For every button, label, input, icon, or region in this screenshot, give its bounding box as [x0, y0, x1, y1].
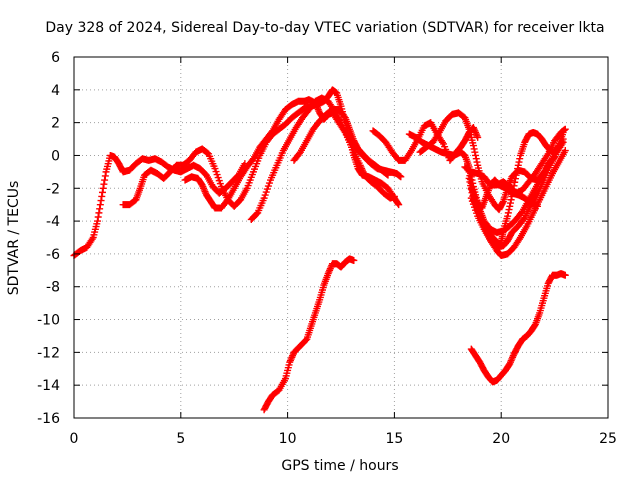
data-point-marker [520, 215, 528, 223]
y-tick-label: 6 [51, 50, 60, 66]
axis-ticks [73, 56, 609, 419]
data-point-marker [98, 192, 106, 200]
data-series [467, 147, 569, 260]
y-axis-label: SDTVAR / TECUs [6, 181, 22, 296]
data-point-marker [101, 172, 109, 180]
data-point-marker [514, 165, 522, 173]
data-point-marker [96, 201, 104, 209]
data-series [467, 153, 559, 237]
x-tick-label: 10 [279, 431, 297, 447]
y-tick-label: -4 [46, 214, 60, 230]
data-point-marker [505, 206, 513, 214]
data-point-marker [507, 196, 515, 204]
data-point-marker [253, 210, 261, 218]
data-point-marker [94, 213, 102, 221]
data-series [260, 255, 358, 414]
data-point-marker [513, 168, 521, 176]
y-tick-label: -6 [46, 247, 60, 263]
data-point-marker [466, 178, 474, 186]
data-point-marker [559, 138, 567, 146]
data-point-marker [95, 209, 103, 217]
data-point-marker [474, 133, 482, 141]
data-point-marker [508, 192, 516, 200]
chart-title: Day 328 of 2024, Sidereal Day-to-day VTE… [45, 20, 604, 36]
data-point-marker [100, 180, 108, 188]
data-series [461, 125, 569, 197]
plot-frame [73, 56, 609, 419]
data-point-marker [504, 209, 512, 217]
data-point-marker [514, 161, 522, 169]
data-point-marker [516, 155, 524, 163]
x-tick-label: 5 [176, 431, 185, 447]
data-point-marker [511, 175, 519, 183]
y-tick-label: 0 [51, 148, 60, 164]
y-tick-label: -12 [37, 345, 60, 361]
y-tick-label: 4 [51, 83, 60, 99]
data-point-marker [101, 176, 109, 184]
data-point-marker [383, 170, 391, 178]
data-point-marker [471, 148, 479, 156]
data-point-marker [394, 200, 402, 208]
data-series [467, 270, 569, 386]
data-point-marker [395, 201, 403, 209]
data-point-marker [465, 174, 473, 182]
data-point-marker [93, 217, 101, 225]
data-point-marker [511, 178, 519, 186]
data-point-marker [472, 155, 480, 163]
data-point-marker [397, 173, 405, 181]
data-point-marker [469, 142, 477, 150]
data-series [119, 86, 403, 210]
data-point-marker [506, 202, 514, 210]
data-series [290, 106, 392, 179]
data-point-marker [470, 145, 478, 153]
data-point-marker [506, 199, 514, 207]
x-tick-label: 25 [599, 431, 617, 447]
y-tick-label: -2 [46, 181, 60, 197]
data-point-marker [561, 125, 569, 133]
data-point-marker [515, 158, 523, 166]
data-point-marker [499, 199, 507, 207]
data-point-marker [97, 197, 105, 205]
data-point-marker [473, 158, 481, 166]
y-tick-label: 2 [51, 116, 60, 132]
data-point-marker [98, 188, 106, 196]
data-point-marker [350, 256, 358, 264]
data-point-marker [551, 153, 559, 161]
x-tick-label: 15 [385, 431, 403, 447]
data-point-marker [390, 192, 398, 200]
data-point-marker [550, 154, 558, 162]
y-tick-label: -14 [37, 378, 60, 394]
data-points [70, 86, 569, 414]
x-tick-label: 20 [492, 431, 510, 447]
data-point-marker [384, 171, 392, 179]
y-tick-label: -10 [37, 313, 60, 329]
data-series [247, 94, 398, 223]
x-axis-label: GPS time / hours [281, 458, 398, 474]
data-point-marker [96, 205, 104, 213]
data-point-marker [561, 271, 569, 279]
data-point-marker [512, 171, 520, 179]
y-tick-label: -16 [37, 411, 60, 427]
x-tick-label: 0 [70, 431, 79, 447]
tick-labels: 0 5 10 15 20 25 -16 -14 -12 -10 -8 -6 -4 -2 0 2 4 6 [37, 50, 617, 447]
data-point-marker [504, 212, 512, 220]
data-point-marker [472, 151, 480, 159]
data-point-marker [99, 184, 107, 192]
y-tick-label: -8 [46, 280, 60, 296]
data-point-marker [561, 147, 569, 155]
